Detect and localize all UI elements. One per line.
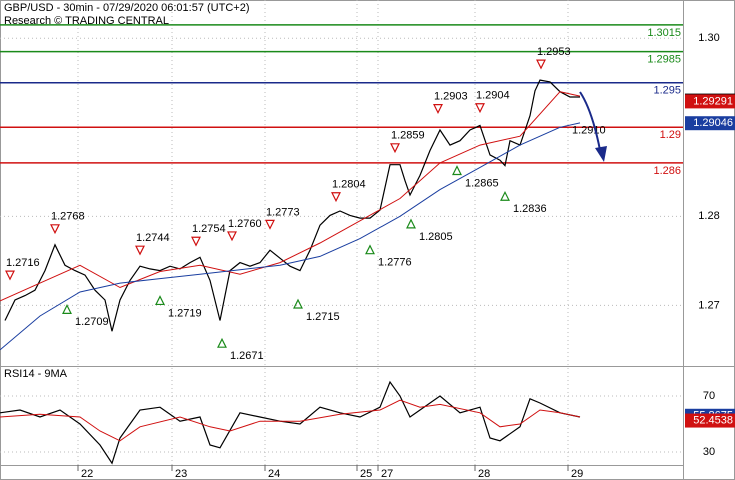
pivot-marker [62,303,72,314]
pivot-label: 1.2776 [378,257,412,269]
series-line [0,380,581,465]
price-tag [685,413,735,428]
forecast-arrow [579,91,601,151]
pivot-marker [390,143,400,154]
y-tick-label: 70 [703,390,715,402]
pivot-marker [191,236,201,247]
pivot-label: 1.2709 [75,316,109,328]
x-tick-label: 25 [360,468,372,480]
pivot-label: 1.2715 [306,311,340,323]
y-tick-label: 1.30 [698,32,719,44]
x-tick-label: 24 [268,468,280,480]
pivot-label: 1.2716 [6,257,40,269]
series-line [0,399,581,442]
level-label: 1.29 [660,129,681,141]
level-label: 1.295 [653,85,681,97]
price-tag-label: 52.4538 [693,414,733,426]
y-tick-label: 1.27 [698,299,719,311]
price-tag [685,116,735,131]
pivot-label: 1.2903 [434,91,468,103]
pivot-marker [500,190,510,201]
pivot-label: 1.2754 [192,223,226,235]
price-tag [685,94,735,109]
price-tag-label: 1.29291 [693,95,733,107]
pivot-label: 1.2719 [168,307,202,319]
pivot-label: 1.2904 [476,90,510,102]
pivot-label: 1.2865 [465,177,499,189]
y-tick-label: 30 [703,446,715,458]
pivot-marker [155,295,165,306]
series-line [4,79,580,332]
pivot-marker [406,218,416,229]
pivot-marker [5,270,15,281]
series-line [0,91,581,302]
pivot-label: 1.2804 [332,179,366,191]
chart-title: GBP/USD - 30min - 07/29/2020 06:01:57 (U… [4,2,249,14]
pivot-label: 1.2953 [537,46,571,58]
pivot-marker [433,104,443,114]
pivot-marker [265,219,275,230]
pivot-label: 1.2859 [391,130,425,142]
pivot-marker [50,224,60,235]
x-tick-label: 22 [81,468,93,480]
level-label: 1.286 [653,165,681,177]
pivot-marker [452,165,462,176]
pivot-marker [293,298,303,309]
x-tick-label: 28 [478,468,490,480]
pivot-label: 1.2768 [51,211,85,223]
chart-subtitle: Research © TRADING CENTRAL [4,15,169,27]
pivot-marker [227,231,237,242]
pivot-label: 1.2760 [228,218,262,230]
pivot-marker [536,59,546,70]
series-line [0,122,581,351]
x-tick-label: 23 [175,468,187,480]
price-tag-label: 1.29046 [693,117,733,129]
x-tick-label: 29 [571,468,583,480]
level-label: 1.2985 [647,54,681,66]
pivot-marker [475,103,485,114]
pivot-label: 1.2773 [266,206,300,218]
pivot-marker [217,337,227,348]
rsi-title: RSI14 - 9MA [4,368,68,380]
pivot-marker [135,245,145,256]
pivot-label: 1.2805 [419,231,453,243]
target-label: 1.2910 [572,124,606,136]
level-label: 1.3015 [647,27,681,39]
pivot-marker [331,192,341,203]
pivot-marker [365,244,375,255]
pivot-label: 1.2671 [230,350,264,362]
forecast-arrow-head [595,146,607,162]
y-tick-label: 1.28 [698,210,719,222]
pivot-label: 1.2836 [513,203,547,215]
pivot-label: 1.2744 [136,232,170,244]
x-tick-label: 27 [381,468,393,480]
